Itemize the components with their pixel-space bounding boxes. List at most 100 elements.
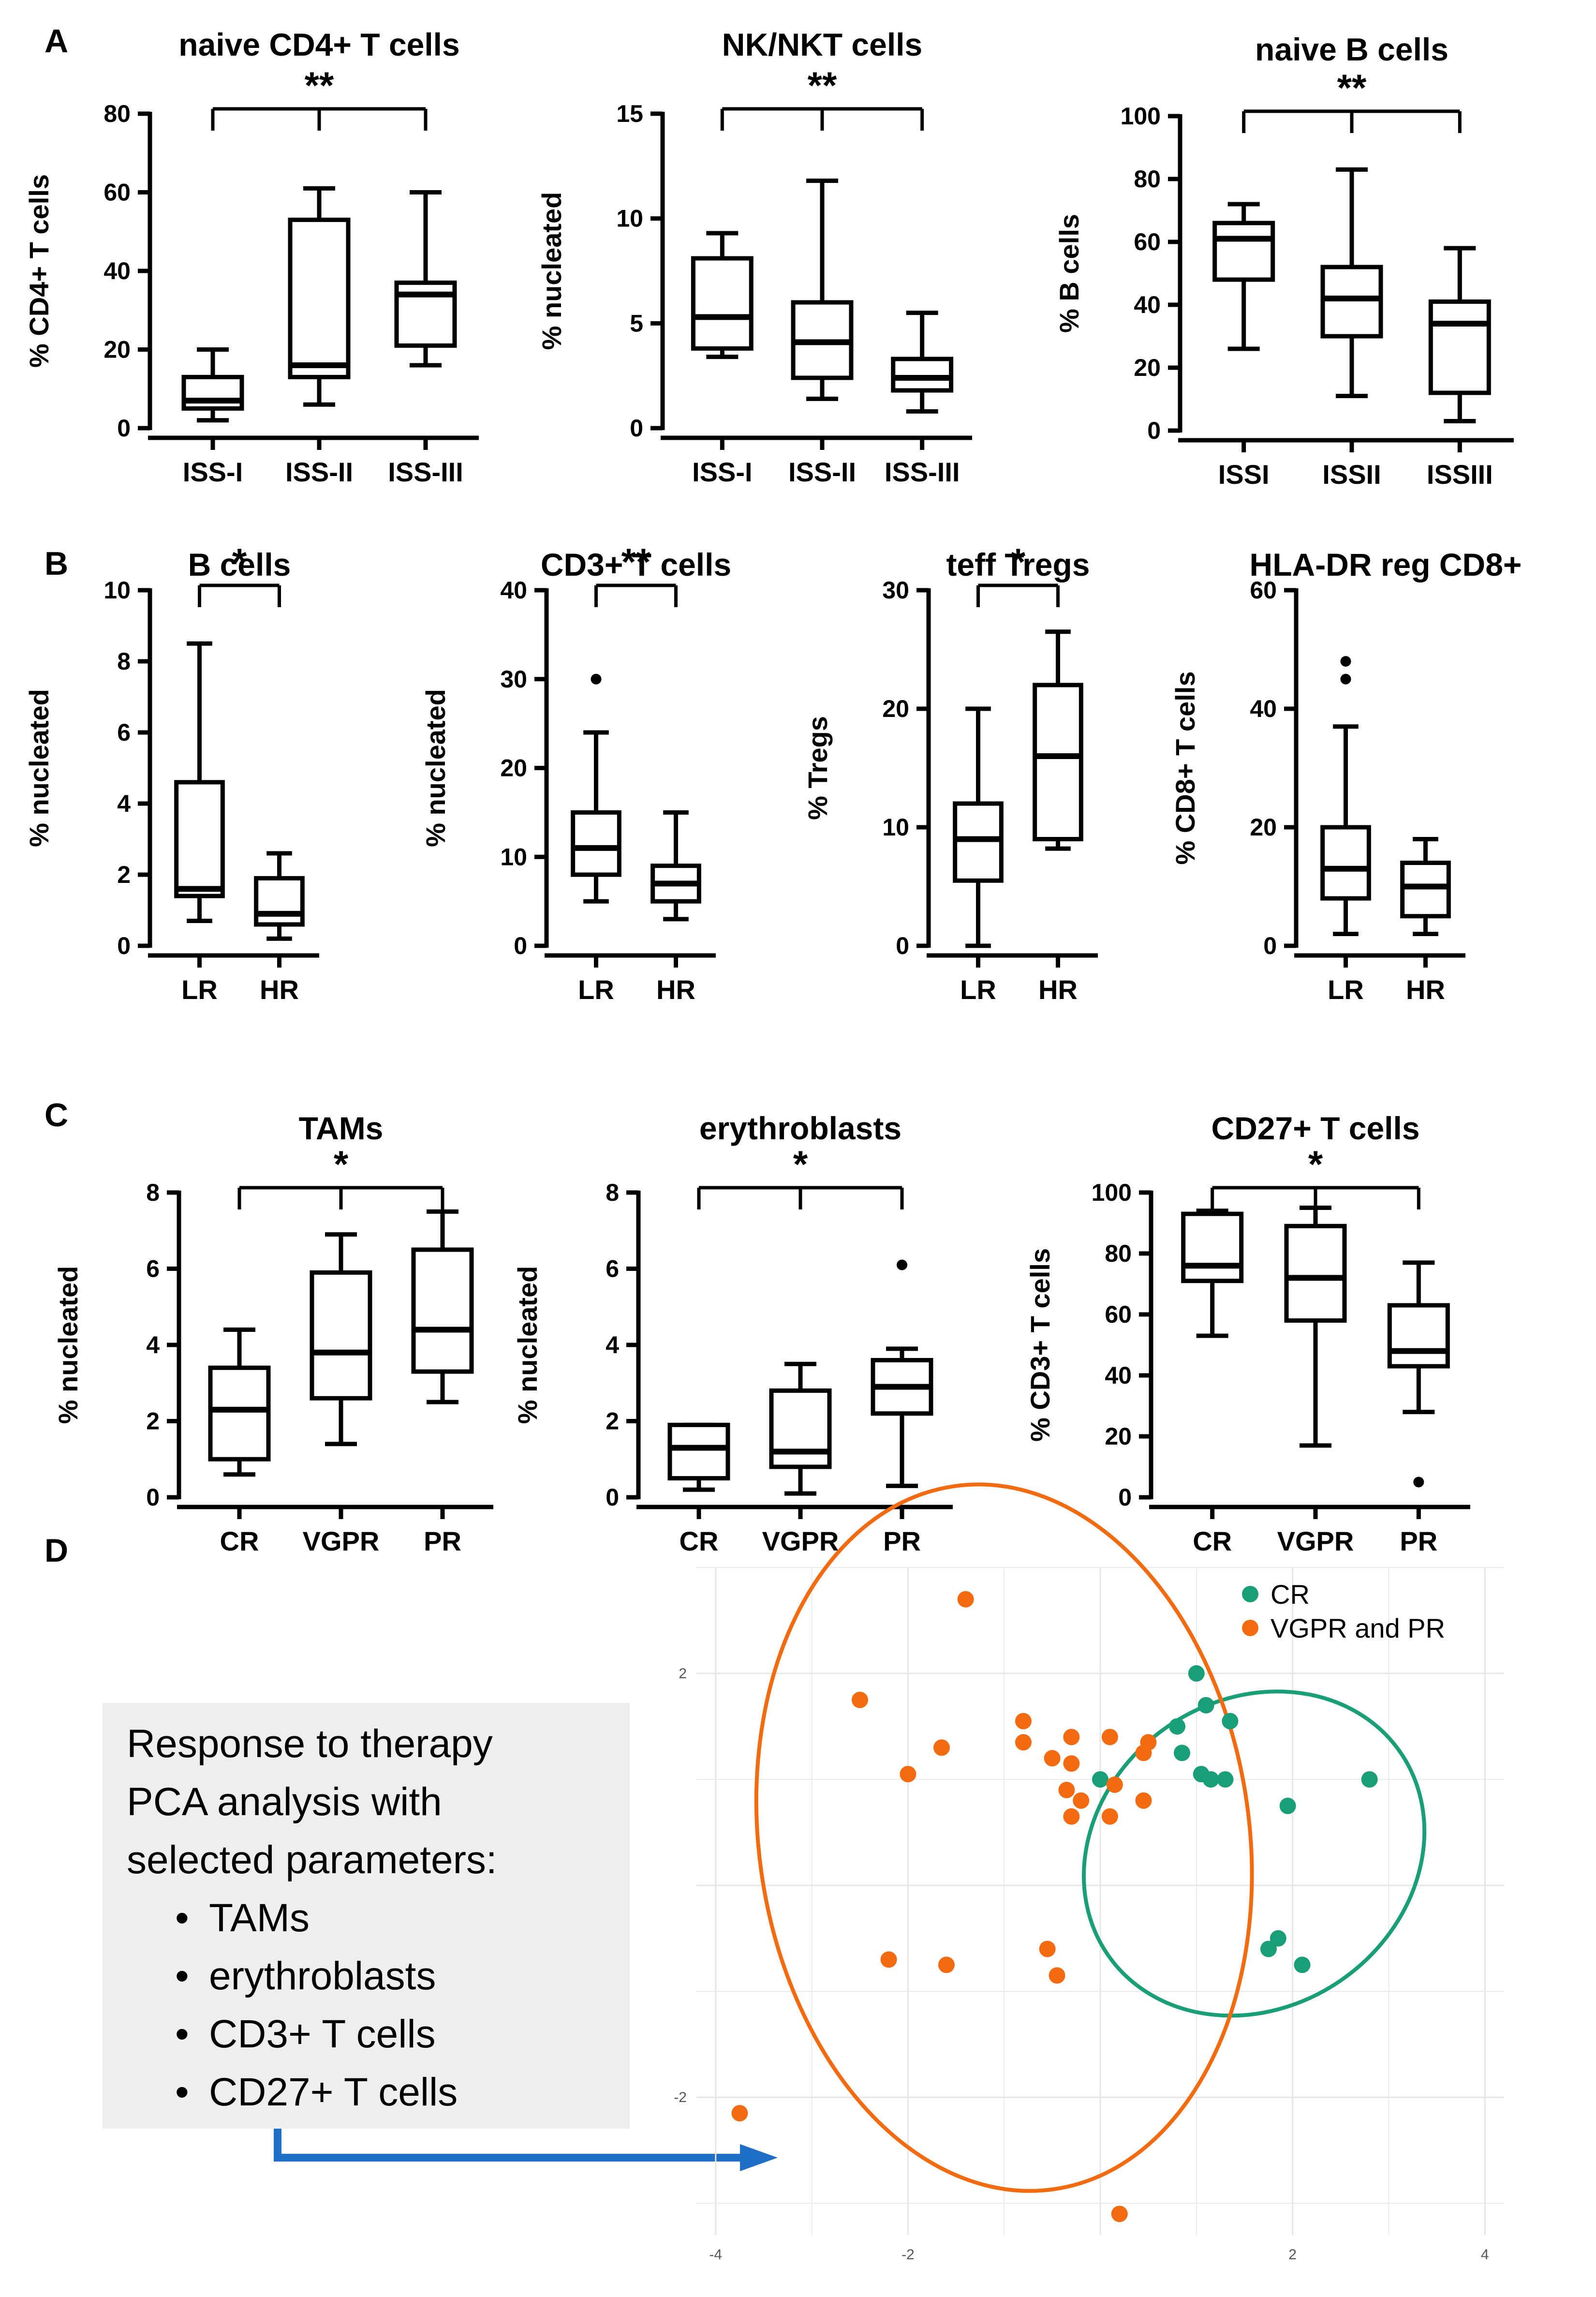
chart-title: naive B cells: [1255, 31, 1448, 67]
outlier-point: [1340, 673, 1351, 685]
pca-box-line: selected parameters:: [127, 1838, 497, 1882]
scatter-point: [1361, 1771, 1378, 1788]
y-tick-label: 10: [103, 577, 131, 604]
y-tick-label: 4: [117, 790, 131, 817]
y-tick-label: 40: [500, 577, 527, 604]
y-tick-label: 0: [1147, 417, 1161, 444]
x-tick-label: -4: [709, 2247, 722, 2263]
pca-box-background: [103, 1703, 630, 2129]
y-tick-label: 40: [1250, 695, 1277, 722]
y-tick-label: 0: [1118, 1484, 1132, 1511]
box-iqr: [1033, 683, 1083, 841]
y-tick-label: 40: [1134, 291, 1161, 318]
scatter-point: [1197, 1697, 1214, 1714]
scatter-point: [900, 1766, 916, 1783]
box-iqr: [1320, 265, 1383, 339]
scatter-point: [1111, 2206, 1128, 2222]
y-axis-label: % CD3+ T cells: [1025, 1248, 1055, 1442]
y-tick-label: 5: [630, 310, 643, 337]
box-iqr: [1181, 1211, 1244, 1283]
box-iqr: [411, 1247, 474, 1374]
pca-box-bullet: CD3+ T cells: [209, 2012, 436, 2056]
panel-label-c: C: [44, 1097, 68, 1134]
boxplot-naive-b-cells: naive B cells % B cells 0 20 40 60 80 100 ISSI IS…: [1054, 31, 1514, 490]
panel-label-b: B: [44, 545, 68, 582]
box-iqr: [667, 1422, 730, 1481]
y-tick-label: 15: [616, 100, 643, 127]
y-tick-label: 2: [606, 1408, 619, 1435]
y-tick-label: 10: [616, 205, 643, 232]
x-category-label: LR: [578, 974, 614, 1005]
boxplot-b-cells: B cells % nucleated 0 2 4 6 8 10 LR HR *: [24, 540, 319, 1005]
x-category-label: CR: [680, 1526, 719, 1556]
scatter-point: [1270, 1930, 1286, 1947]
box-iqr: [174, 780, 225, 898]
scatter-point: [1217, 1771, 1234, 1788]
scatter-point: [1063, 1755, 1080, 1772]
y-tick-label: 20: [500, 755, 527, 782]
y-tick-label: 6: [117, 719, 131, 746]
x-category-label: VGPR: [762, 1526, 839, 1556]
box-iqr: [769, 1388, 832, 1469]
scatter-point: [1015, 1713, 1032, 1730]
x-category-label: ISS-II: [285, 457, 353, 487]
x-category-label: ISS-I: [183, 457, 243, 487]
box-iqr: [691, 256, 754, 351]
y-tick-label: 6: [146, 1255, 160, 1283]
y-tick-label: 0: [117, 415, 131, 442]
scatter-point: [1044, 1750, 1061, 1767]
x-category-label: HR: [1406, 974, 1445, 1005]
confidence-ellipse: [1082, 1689, 1427, 2018]
y-tick-label: 0: [606, 1484, 619, 1511]
scatter-point: [957, 1591, 974, 1608]
y-tick-label: 20: [103, 336, 131, 363]
box-iqr: [310, 1270, 372, 1401]
pca-box-bullet: erythroblasts: [209, 1954, 436, 1998]
x-tick-label: 2: [1288, 2247, 1297, 2263]
box-iqr: [1320, 825, 1371, 901]
legend-label: VGPR and PR: [1271, 1613, 1445, 1643]
scatter-point: [1039, 1940, 1056, 1957]
scatter-point: [1169, 1718, 1186, 1735]
outlier-point: [1340, 656, 1351, 667]
y-tick-label: 0: [630, 415, 643, 442]
box-iqr: [571, 810, 621, 877]
chart-title: NK/NKT cells: [722, 27, 922, 62]
box-iqr: [891, 357, 954, 393]
y-tick-label: 100: [1121, 103, 1161, 130]
significance-label: **: [808, 64, 837, 106]
box-iqr: [1284, 1223, 1347, 1323]
y-tick-label: 8: [146, 1179, 160, 1206]
y-tick-label: 4: [606, 1331, 619, 1358]
chart-title: B cells: [188, 547, 291, 582]
scatter-point: [1188, 1665, 1205, 1682]
outlier-point: [897, 1259, 907, 1270]
x-category-label: PR: [424, 1526, 461, 1556]
scatter-point: [851, 1691, 868, 1708]
chart-title: CD3+ T cells: [541, 547, 731, 582]
significance-label: *: [334, 1143, 349, 1185]
scatter-point: [1015, 1734, 1032, 1751]
boxplot-hla-dr-reg-cd8: HLA-DR reg CD8+ % CD8+ T cells 0 20 40 60 LR HR: [1170, 547, 1522, 1005]
x-category-label: CR: [220, 1526, 259, 1556]
scatter-point: [1173, 1745, 1190, 1761]
x-tick-label: 4: [1481, 2247, 1489, 2263]
x-category-label: ISS-I: [692, 457, 752, 487]
y-tick-label: 0: [514, 932, 527, 959]
x-category-label: HR: [656, 974, 695, 1005]
scatter-point: [1140, 1734, 1157, 1751]
confidence-ellipse: [754, 1482, 1254, 2193]
scatter-point: [1202, 1771, 1219, 1788]
box-iqr: [1400, 861, 1451, 919]
scatter-point: [1260, 1940, 1277, 1957]
y-axis-label: % B cells: [1054, 214, 1084, 333]
y-axis-label: % nucleated: [536, 192, 567, 350]
box-iqr: [254, 876, 305, 927]
y-tick-label: 4: [146, 1331, 160, 1358]
y-tick-label: 8: [606, 1179, 619, 1206]
boxplot-erythroblasts: erythroblasts % nucleated 0 2 4 6 8 CR VGPR PR *: [512, 1110, 953, 1556]
y-tick-label: 100: [1092, 1179, 1132, 1206]
box-iqr: [288, 217, 351, 379]
box-iqr: [953, 801, 1004, 883]
y-tick-label: 60: [1105, 1301, 1132, 1328]
